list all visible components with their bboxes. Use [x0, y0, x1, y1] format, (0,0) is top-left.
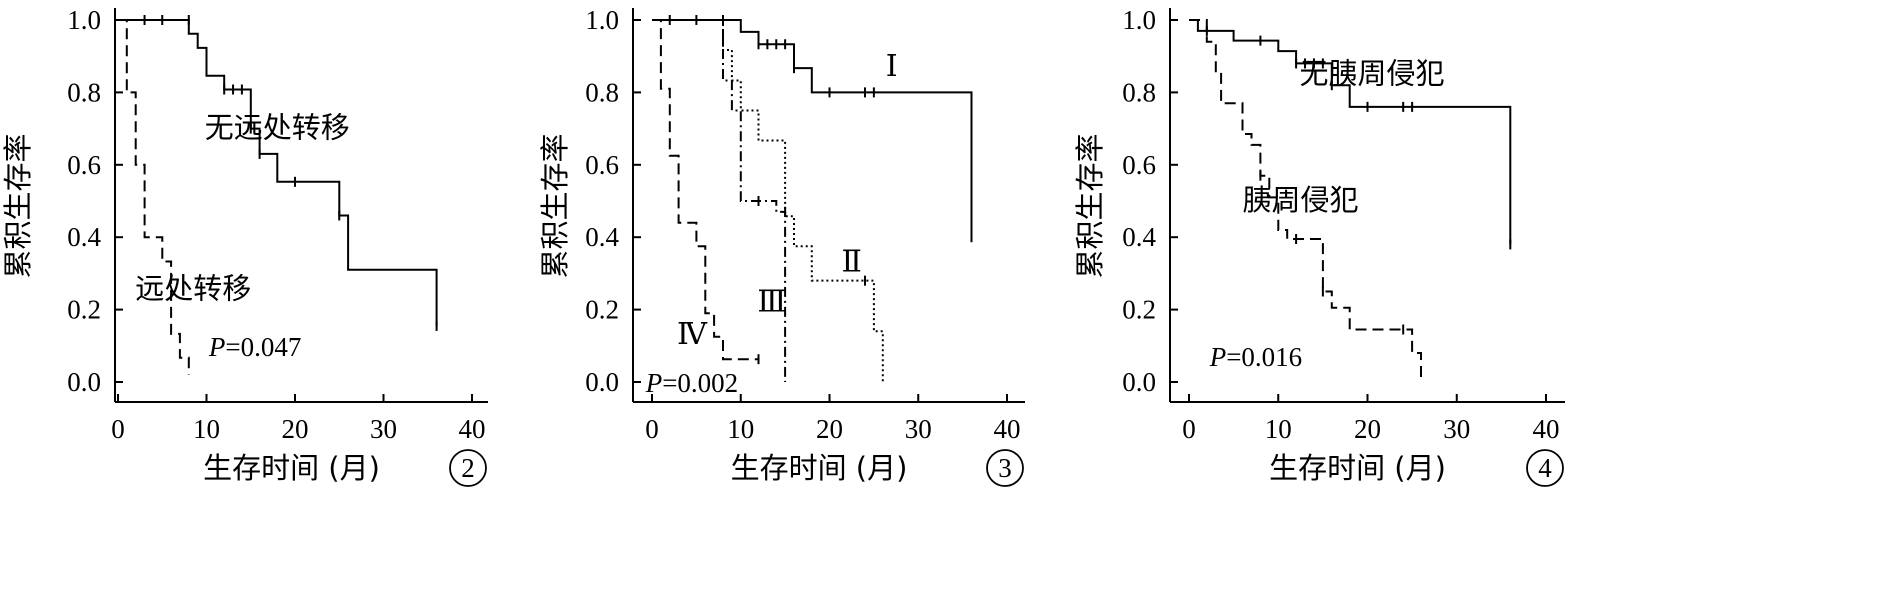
x-tick-label: 40: [1533, 414, 1560, 444]
y-tick-label: 0.2: [67, 295, 101, 325]
curve-annotation: Ⅳ: [677, 318, 708, 351]
panel-number: 4: [1538, 453, 1552, 483]
chart-panel-2: 0.0 0.2 0.4 0.6 0.8 1.0 0 10 20 30 40 生存时间 (月) 累积生存率…: [1, 5, 488, 487]
x-tick-label: 20: [282, 414, 309, 444]
x-tick-label: 10: [727, 414, 754, 444]
y-tick-label: 0.6: [585, 150, 619, 180]
x-tick-label: 0: [111, 414, 125, 444]
chart-panel-3: 0.0 0.2 0.4 0.6 0.8 1.0 0 10 20 30 40 生存时间 (月) 累积生存率…: [538, 5, 1025, 487]
x-axis-label: 生存时间 (月): [1269, 451, 1446, 485]
curve-annotation: 无远处转移: [205, 111, 350, 145]
x-tick-label: 10: [193, 414, 220, 444]
x-tick-label: 20: [1354, 414, 1381, 444]
p-value: P=0.047: [208, 332, 301, 362]
y-tick-label: 0.8: [67, 77, 101, 107]
panel-number: 3: [998, 453, 1012, 483]
x-tick-label: 40: [459, 414, 486, 444]
x-tick-label: 40: [994, 414, 1021, 444]
survival-curve-solid: [652, 19, 973, 238]
panel-number-circle: [986, 449, 1024, 487]
y-tick-label: 1.0: [67, 5, 101, 35]
x-tick-label: 0: [645, 414, 659, 444]
y-tick-label: 0.6: [1122, 150, 1156, 180]
x-tick-label: 30: [905, 414, 932, 444]
curve-annotation: 无胰周侵犯: [1299, 56, 1444, 90]
y-tick-label: 0.4: [67, 222, 101, 252]
y-tick-label: 1.0: [585, 5, 619, 35]
panel-number: 2: [461, 453, 475, 483]
p-value: P=0.002: [645, 368, 738, 398]
y-axis-label: 累积生存率: [538, 133, 572, 278]
y-tick-label: 0.0: [1122, 367, 1156, 397]
y-tick-label: 0.0: [585, 367, 619, 397]
y-tick-label: 0.4: [585, 222, 619, 252]
y-tick-label: 0.8: [585, 77, 619, 107]
curve-annotation: Ⅰ: [886, 50, 898, 83]
y-tick-label: 0.8: [1122, 77, 1156, 107]
y-axis-label: 累积生存率: [1, 133, 35, 278]
y-tick-label: 0.4: [1122, 222, 1156, 252]
x-tick-label: 0: [1182, 414, 1196, 444]
panel-number-circle: [1526, 449, 1564, 487]
x-axis-label: 生存时间 (月): [731, 451, 908, 485]
y-tick-label: 0.0: [67, 367, 101, 397]
survival-curve-dashed: [118, 19, 190, 375]
y-axis-label: 累积生存率: [1073, 133, 1107, 278]
survival-curve-dashdot: [652, 19, 787, 382]
survival-curve-dashed: [652, 19, 759, 361]
x-tick-label: 10: [1265, 414, 1292, 444]
x-axis-label: 生存时间 (月): [203, 451, 380, 485]
panel-number-circle: [449, 449, 487, 487]
curve-annotation: Ⅱ: [841, 246, 861, 279]
x-tick-label: 30: [1443, 414, 1470, 444]
curve-annotation: 远处转移: [135, 272, 251, 306]
survival-curve-dashed: [1189, 19, 1422, 382]
y-tick-label: 0.2: [585, 295, 619, 325]
y-tick-label: 1.0: [1122, 5, 1156, 35]
curve-annotation: Ⅲ: [757, 285, 786, 318]
survival-curve-solid: [1189, 19, 1512, 245]
y-tick-label: 0.2: [1122, 295, 1156, 325]
curve-annotation: 胰周侵犯: [1243, 183, 1359, 217]
p-value: P=0.016: [1209, 342, 1302, 372]
x-tick-label: 20: [816, 414, 843, 444]
chart-panel-4: 0.0 0.2 0.4 0.6 0.8 1.0 0 10 20 30 40 生存时间 (月) 累积生存率…: [1073, 5, 1565, 487]
y-tick-label: 0.6: [67, 150, 101, 180]
x-tick-label: 30: [370, 414, 397, 444]
